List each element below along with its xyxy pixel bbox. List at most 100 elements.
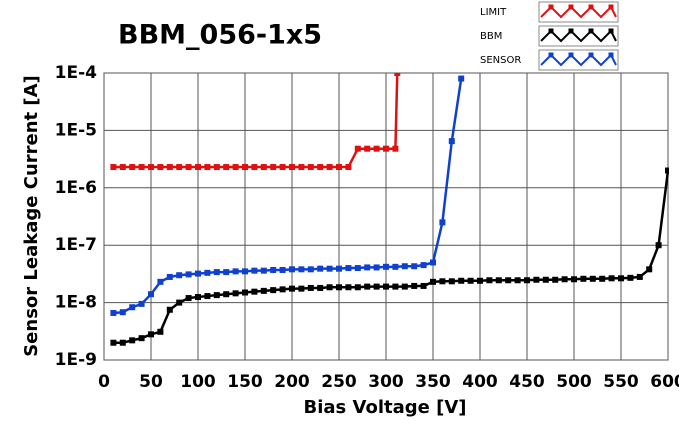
data-point	[279, 286, 286, 293]
legend-marker	[608, 28, 614, 34]
legend-marker	[588, 52, 594, 58]
data-point	[260, 164, 267, 171]
data-point	[129, 337, 136, 344]
data-point	[589, 275, 596, 282]
data-point	[326, 265, 333, 272]
data-point	[345, 265, 352, 272]
data-point	[364, 283, 371, 290]
data-point	[394, 73, 401, 76]
y-tick-label: 1E-7	[55, 235, 97, 255]
data-point	[298, 164, 305, 171]
data-point	[176, 164, 183, 171]
data-point	[486, 277, 493, 284]
data-point	[430, 259, 436, 266]
data-point	[420, 262, 427, 269]
data-point	[110, 339, 117, 346]
data-point	[195, 270, 201, 277]
data-point	[514, 277, 521, 284]
legend-marker	[588, 4, 594, 10]
x-tick-label: 200	[274, 372, 310, 392]
data-point	[373, 145, 380, 152]
data-point	[138, 164, 145, 171]
x-tick-label: 550	[603, 372, 639, 392]
data-point	[176, 272, 183, 279]
chart-title: BBM_056-1x5	[118, 20, 322, 51]
data-point	[270, 164, 277, 171]
data-point	[392, 283, 399, 290]
data-point	[129, 164, 136, 171]
data-point	[430, 278, 436, 285]
data-point	[439, 219, 446, 226]
data-point	[279, 266, 286, 273]
y-tick-label: 1E-9	[55, 350, 97, 370]
x-axis-label: Bias Voltage [V]	[304, 397, 467, 418]
legend-label: SENSOR	[480, 55, 521, 66]
data-point	[646, 266, 653, 273]
data-point	[204, 164, 211, 171]
data-point	[148, 331, 154, 338]
data-point	[345, 284, 352, 291]
data-point	[307, 284, 314, 291]
data-point	[439, 278, 446, 285]
data-point	[411, 263, 418, 270]
data-point	[119, 309, 126, 316]
data-point	[392, 263, 399, 270]
data-point	[129, 304, 136, 311]
plot-series	[110, 73, 669, 346]
data-point	[157, 328, 164, 335]
legend-line	[540, 5, 617, 19]
data-point	[232, 164, 239, 171]
legend-marker	[568, 28, 574, 34]
data-point	[448, 138, 455, 145]
data-point	[411, 282, 418, 289]
data-point	[232, 290, 239, 297]
data-point	[458, 277, 465, 284]
data-point	[401, 263, 408, 270]
data-point	[138, 335, 145, 342]
legend-label: LIMIT	[480, 7, 507, 18]
data-point	[383, 283, 389, 290]
data-point	[270, 287, 277, 294]
data-point	[279, 164, 286, 171]
data-point	[317, 284, 324, 291]
legend-marker	[588, 28, 594, 34]
data-point	[195, 164, 201, 171]
data-point	[289, 285, 295, 292]
y-tick-label: 1E-5	[55, 120, 97, 140]
data-point	[326, 284, 333, 291]
data-point	[354, 145, 361, 152]
data-point	[636, 273, 643, 280]
legend-marker	[548, 28, 554, 34]
legend-marker	[568, 4, 574, 10]
data-point	[533, 276, 540, 283]
data-point	[298, 285, 305, 292]
legend-line	[540, 29, 617, 43]
legend-label: BBM	[480, 31, 502, 42]
data-point	[270, 266, 277, 273]
x-tick-label: 450	[509, 372, 545, 392]
legend-swatch	[538, 25, 619, 47]
data-point	[307, 266, 314, 273]
data-point	[148, 164, 154, 171]
data-point	[336, 265, 342, 272]
x-tick-label: 500	[556, 372, 592, 392]
legend-marker	[548, 4, 554, 10]
data-point	[336, 284, 342, 291]
data-point	[326, 164, 333, 171]
legend-marker	[608, 4, 614, 10]
data-point	[242, 289, 248, 296]
data-point	[401, 283, 408, 290]
data-point	[157, 164, 164, 171]
data-point	[354, 284, 361, 291]
data-point	[223, 164, 230, 171]
x-tick-label: 400	[462, 372, 498, 392]
y-tick-label: 1E-8	[55, 293, 97, 313]
data-point	[392, 145, 399, 152]
data-point	[477, 277, 483, 284]
legend-marker	[608, 52, 614, 58]
data-point	[345, 164, 352, 171]
data-point	[599, 275, 606, 282]
data-point	[119, 164, 126, 171]
data-point	[307, 164, 314, 171]
data-point	[618, 275, 624, 282]
